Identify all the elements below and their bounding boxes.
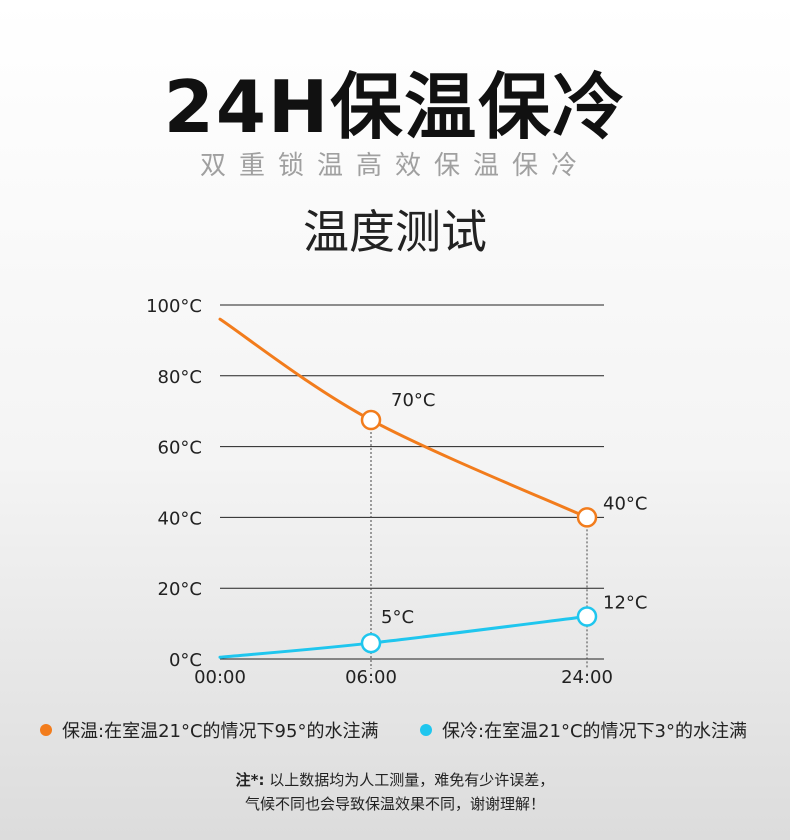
point-labels: 70°C 40°C 5°C 12°C bbox=[381, 390, 647, 628]
data-point-label: 70°C bbox=[391, 390, 435, 411]
y-tick-label: 100°C bbox=[146, 296, 202, 317]
data-point-marker bbox=[360, 409, 382, 431]
y-tick-label: 60°C bbox=[158, 438, 202, 459]
note-text-1: 以上数据均为人工测量，难免有少许误差， bbox=[269, 771, 555, 789]
legend-warm-dot bbox=[40, 724, 52, 736]
y-tick-label: 40°C bbox=[158, 508, 202, 529]
legend-cold-dot bbox=[420, 724, 432, 736]
data-point-label: 12°C bbox=[603, 593, 647, 614]
note-line-2: 气候不同也会导致保温效果不同，谢谢理解！ bbox=[0, 792, 790, 816]
chart-grid bbox=[220, 304, 604, 660]
x-axis-ticks: 00:00 06:00 24:00 bbox=[194, 667, 613, 688]
data-point-label: 40°C bbox=[603, 493, 647, 514]
series-markers bbox=[360, 409, 598, 654]
data-point-marker bbox=[360, 632, 382, 654]
data-point-marker bbox=[576, 606, 598, 627]
warm-series-line bbox=[218, 317, 589, 519]
legend-warm-label: 保温:在室温21°C的情况下95°的水注满 bbox=[62, 721, 379, 742]
legend-item-warm: 保温:在室温21°C的情况下95°的水注满 bbox=[40, 716, 378, 744]
data-point-label: 5°C bbox=[381, 607, 414, 628]
legend-item-cold: 保冷:在室温21°C的情况下3°的水注满 bbox=[420, 716, 747, 744]
legend-cold-label: 保冷:在室温21°C的情况下3°的水注满 bbox=[442, 721, 747, 742]
y-axis-ticks: 0°C 20°C 40°C 60°C 80°C 100°C bbox=[146, 296, 202, 671]
data-point-marker bbox=[576, 507, 598, 528]
page-title: 24H保温保冷 bbox=[163, 65, 627, 149]
y-tick-label: 80°C bbox=[158, 367, 202, 388]
chart-title: 温度测试 bbox=[303, 205, 487, 259]
y-tick-label: 0°C bbox=[169, 650, 202, 671]
page-subtitle: 双重锁温高效保温保冷 bbox=[199, 151, 590, 181]
note-text-2: 气候不同也会导致保温效果不同，谢谢理解！ bbox=[244, 795, 545, 813]
note-label: 注*: bbox=[235, 771, 265, 789]
x-tick-label: 00:00 bbox=[194, 667, 246, 688]
x-tick-label: 06:00 bbox=[345, 667, 397, 688]
x-tick-label: 24:00 bbox=[561, 667, 613, 688]
drop-guides bbox=[370, 420, 588, 669]
y-tick-label: 20°C bbox=[158, 579, 202, 600]
note-line-1: 注*: 以上数据均为人工测量，难免有少许误差， bbox=[0, 768, 790, 792]
temperature-chart: 0°C 20°C 40°C 60°C 80°C 100°C 00:00 06:00 24:00… bbox=[146, 296, 647, 688]
